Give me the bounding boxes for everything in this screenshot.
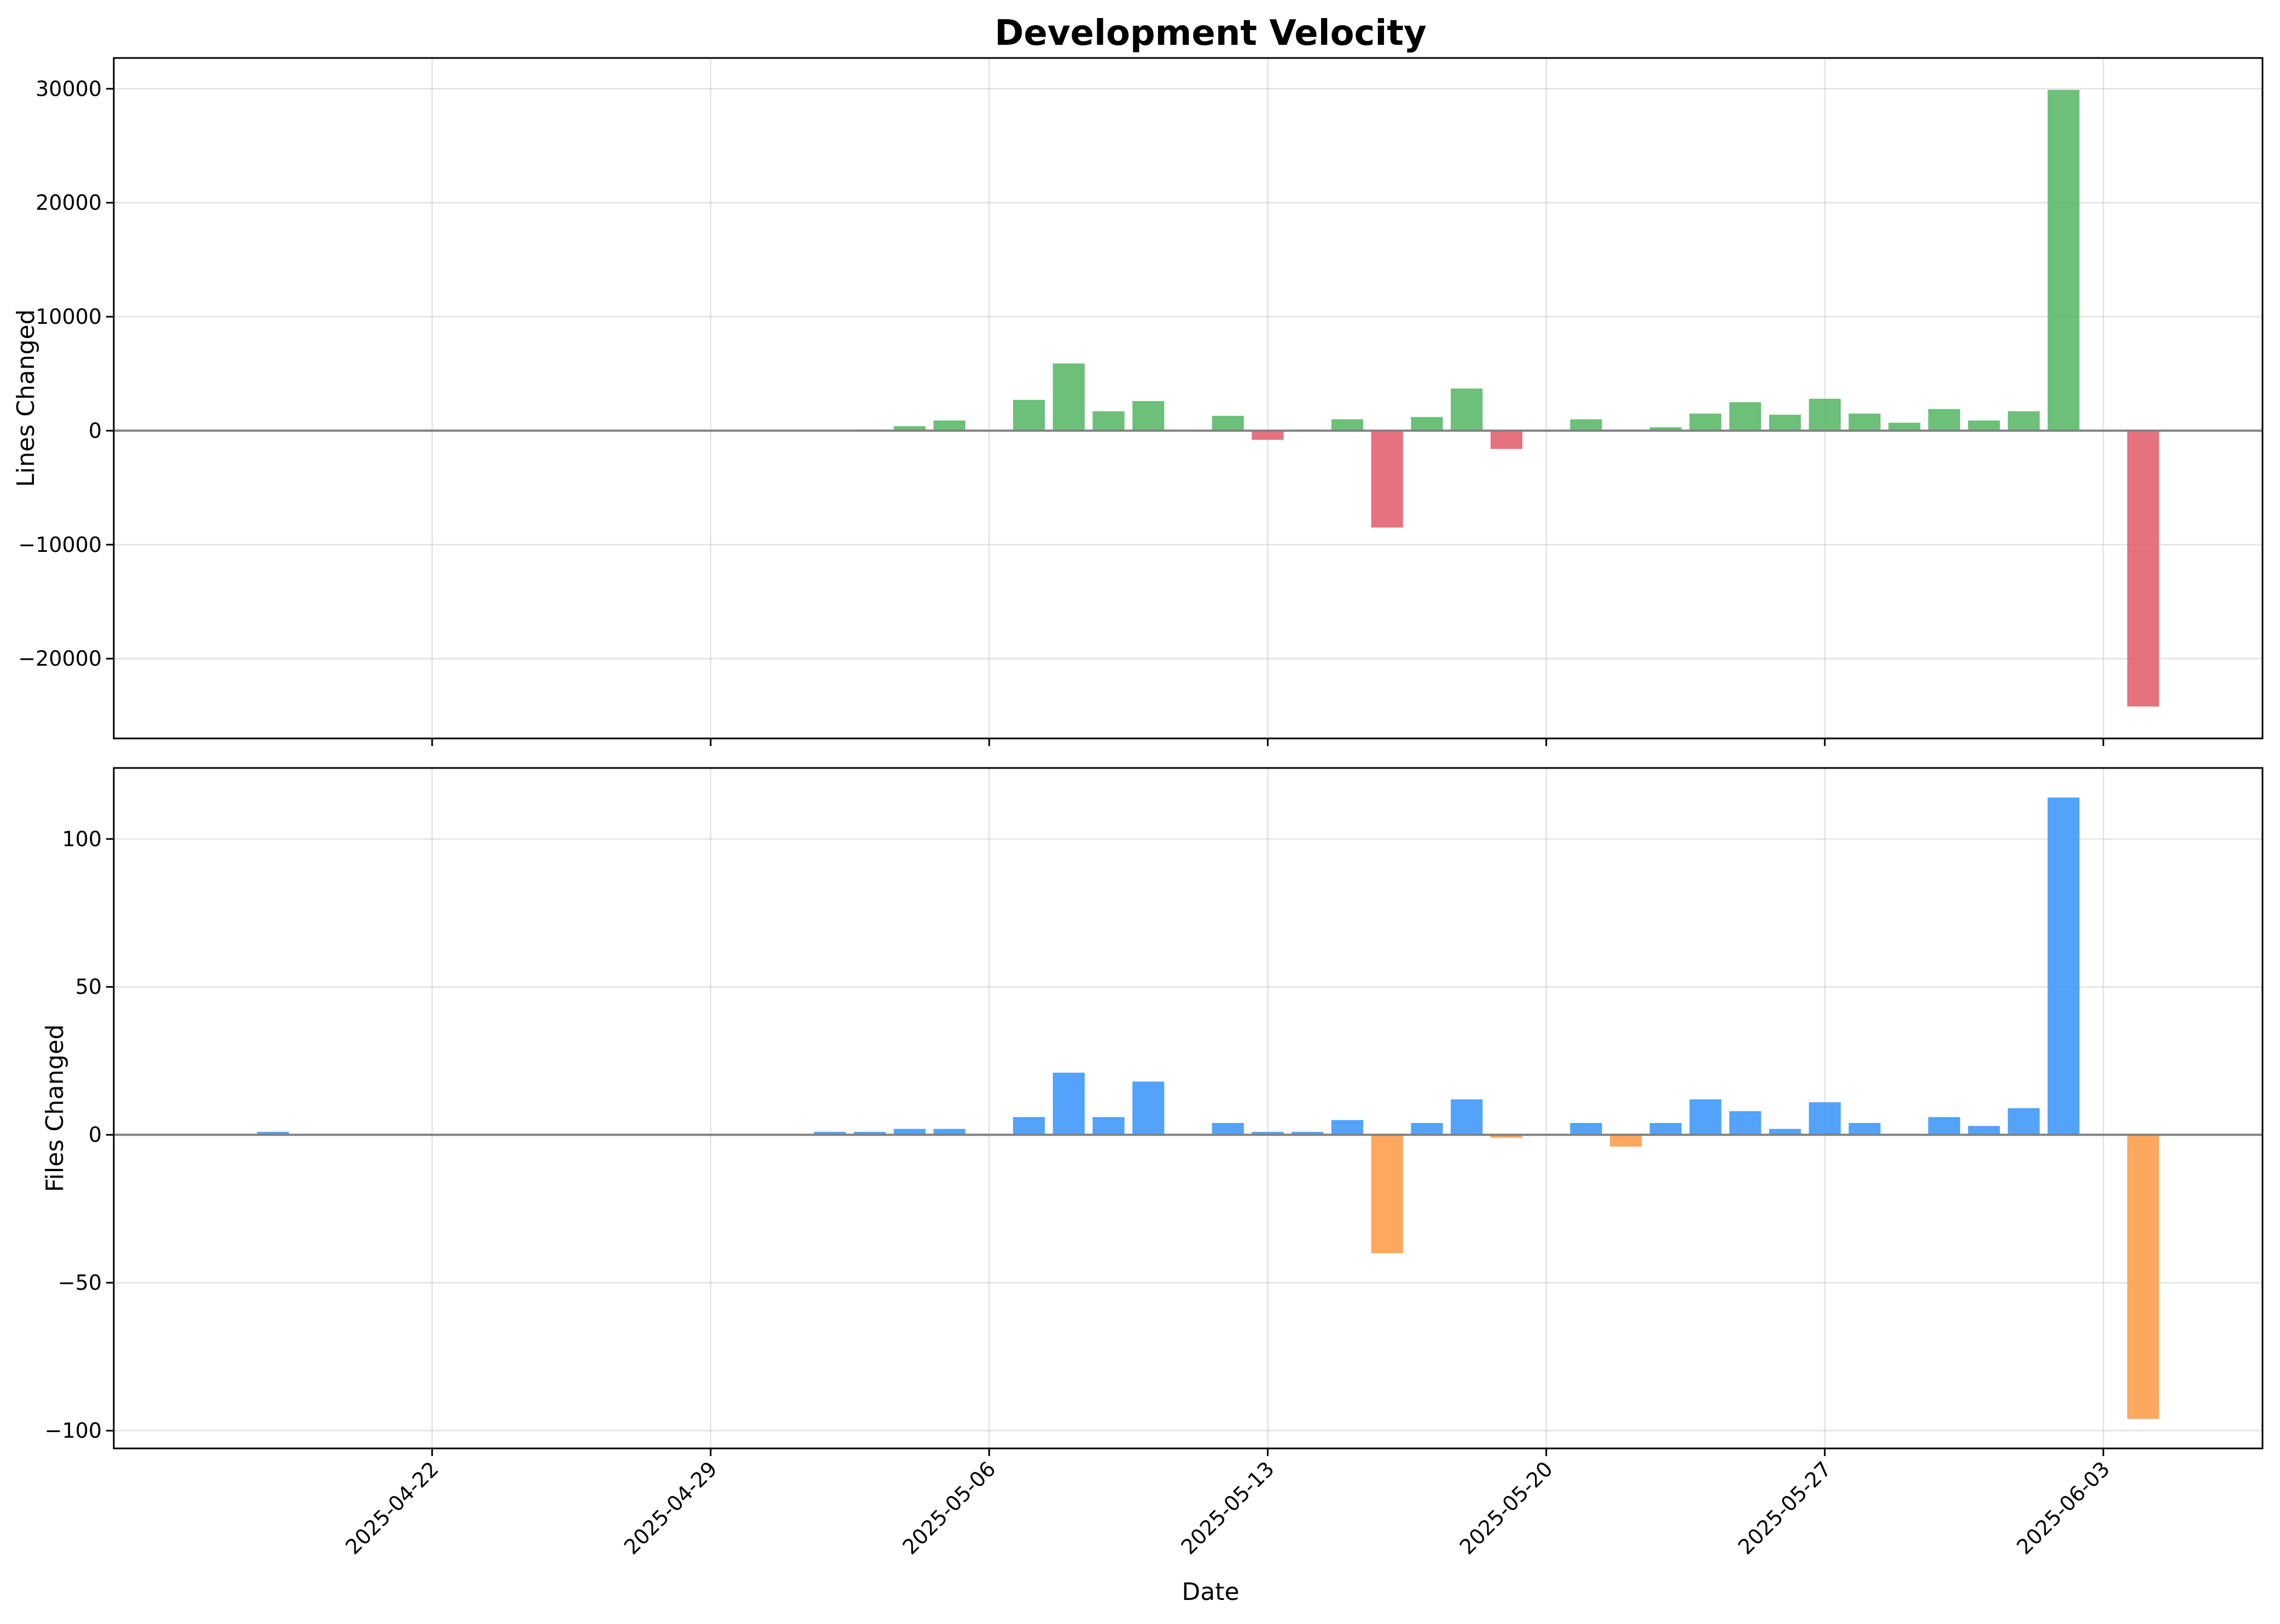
bar [1132,1081,1165,1135]
bar [1888,422,1921,431]
bar [1451,1099,1483,1135]
bar [1729,1111,1761,1135]
bar [1212,1123,1244,1135]
bar [1729,402,1761,431]
bar [1212,416,1244,431]
bar [853,1132,886,1135]
bar [1292,1132,1324,1135]
y-tick-label: 10000 [36,305,102,329]
bar [1252,1132,1284,1135]
bar [1052,1073,1085,1135]
bar [2008,1108,2040,1135]
bar [2048,798,2080,1135]
bar [1490,430,1523,449]
bar [1848,414,1881,431]
bar [2048,90,2080,431]
y-tick-label: 100 [62,827,102,851]
bar [257,1132,289,1135]
bar [1331,419,1364,431]
x-axis-label: Date [1182,1578,1239,1606]
bar [1132,401,1165,431]
plot-frame [113,57,2264,740]
bar [1092,411,1125,431]
bar [893,426,926,431]
bar [1769,415,1801,431]
bar [1649,1123,1682,1135]
y-tick-label: 0 [89,418,102,443]
y-tick-label: −50 [58,1271,102,1295]
bar [1968,1126,2000,1135]
bar [1610,1134,1642,1147]
files-changed-panel: −100 −50 0 50 100 Files Changed [41,767,2264,1456]
lines-changed-panel: −20000 −10000 0 10000 20000 30000 Lines Change… [12,57,2264,746]
bar [1968,420,2000,431]
y-tick-label: 20000 [36,191,102,215]
bar [1451,388,1483,431]
y-tick-label: 0 [89,1123,102,1147]
bar [1570,419,1602,431]
bar [893,1128,926,1135]
bar [1013,400,1045,431]
plot-frame [113,767,2264,1450]
bar [1013,1117,1045,1135]
bar [1331,1120,1364,1135]
y-tick-label: −20000 [18,647,102,671]
bar [1411,1123,1443,1135]
bar [1928,1117,1961,1135]
bar [1649,427,1682,431]
y-tick-label: 50 [75,975,102,999]
y-tick-label: −10000 [18,533,102,557]
chart-title: Development Velocity [994,13,1426,54]
bar [814,1132,846,1135]
bar [1570,1123,1602,1135]
y-tick-label: 30000 [36,77,102,101]
bar [1411,417,1443,431]
bar [1769,1128,1801,1135]
bar [1808,399,1841,431]
bar [2127,1134,2159,1419]
y-tick-label: −100 [45,1419,102,1443]
bar [1252,430,1284,440]
bar [2127,430,2159,707]
bar [1689,414,1721,431]
bar [1689,1099,1721,1135]
y-axis-label: Lines Changed [12,310,40,487]
bar [1848,1123,1881,1135]
bar [1928,409,1961,431]
bar [1092,1117,1125,1135]
bar [933,1128,965,1135]
bar [1490,1134,1523,1138]
y-axis-label: Files Changed [41,1025,69,1192]
bar [1052,363,1085,431]
bar [933,420,965,431]
bar [1808,1102,1841,1135]
bar [1371,430,1403,528]
bar [2008,411,2040,431]
bar [1371,1134,1403,1254]
